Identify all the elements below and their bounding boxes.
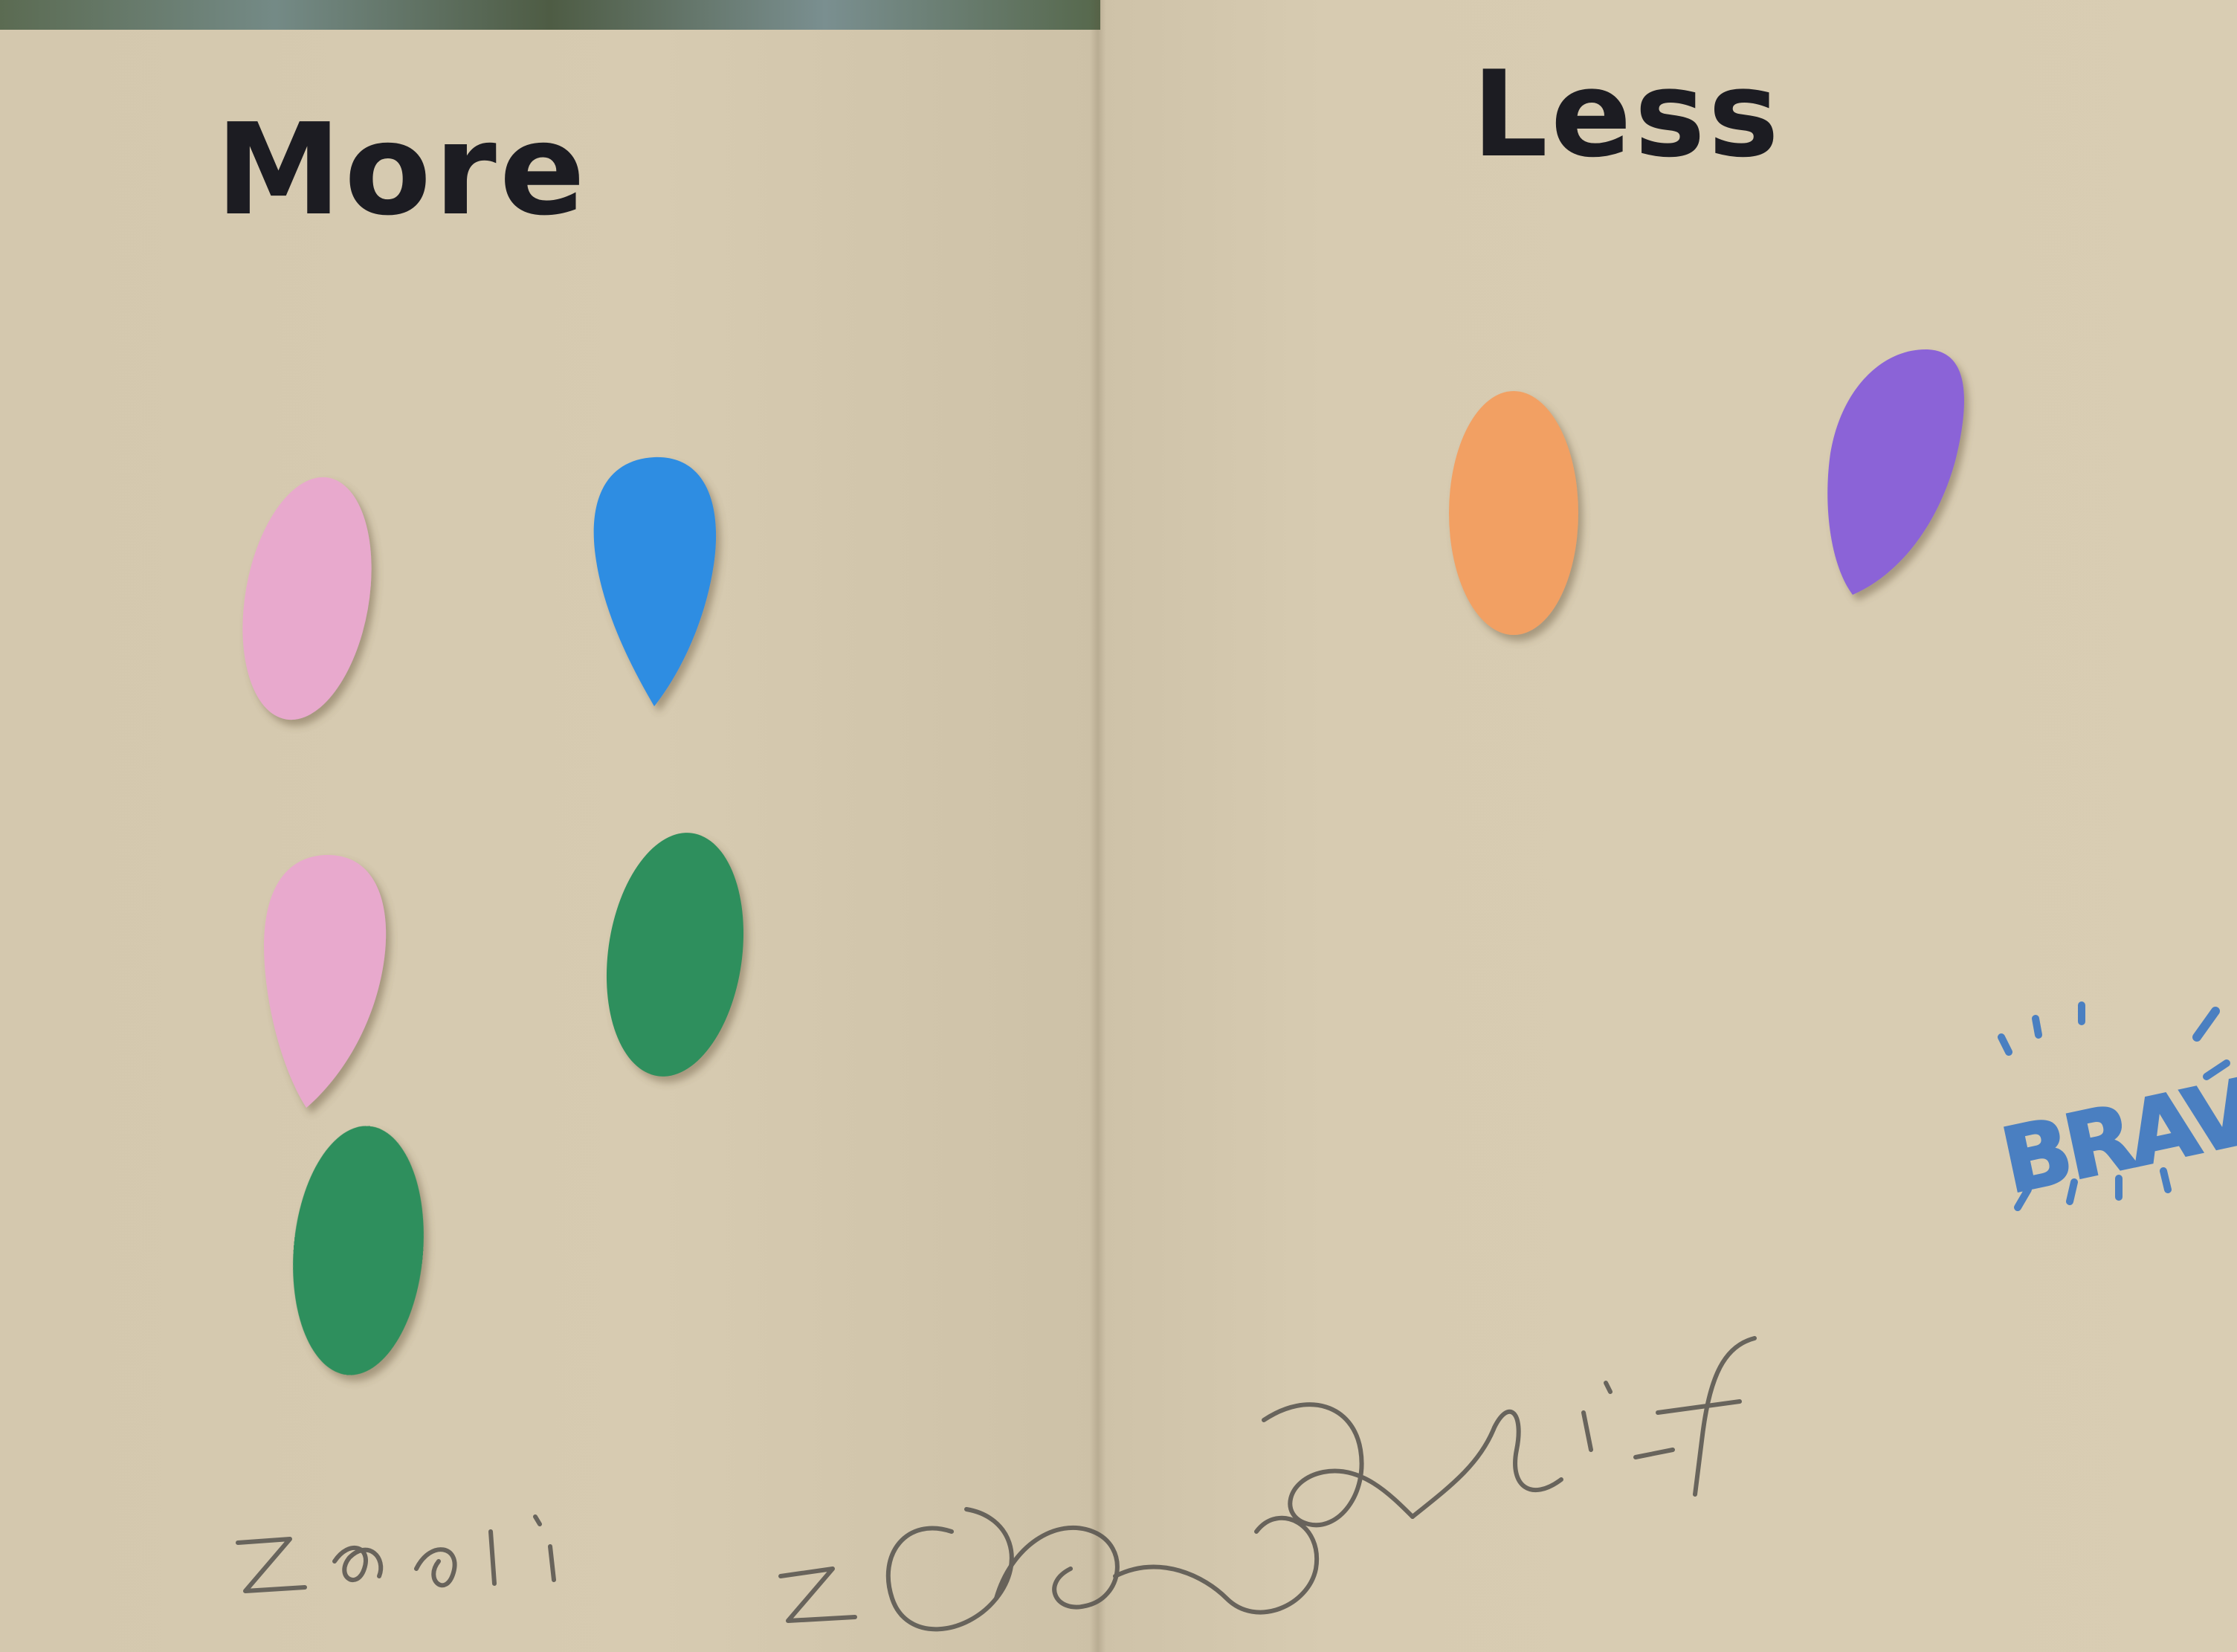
less-heading: Less xyxy=(1472,45,1782,184)
left-page xyxy=(0,0,1097,1652)
background-strip xyxy=(0,0,1100,30)
pencil-scribble xyxy=(236,1336,1757,1632)
green-oval-sticker xyxy=(293,1126,424,1375)
orange-oval-sticker xyxy=(1449,391,1578,635)
green-oval-sticker xyxy=(606,833,744,1077)
pink-oval-sticker xyxy=(242,477,372,720)
blue-teardrop-sticker xyxy=(593,456,717,706)
more-heading: More xyxy=(216,97,589,244)
right-page xyxy=(1097,0,2237,1652)
pink-teardrop-sticker xyxy=(264,854,387,1108)
page-fold xyxy=(1090,0,1106,1652)
purple-teardrop-sticker xyxy=(1827,349,1964,595)
bravo-stamp: BRAVO! xyxy=(1992,1001,2237,1215)
